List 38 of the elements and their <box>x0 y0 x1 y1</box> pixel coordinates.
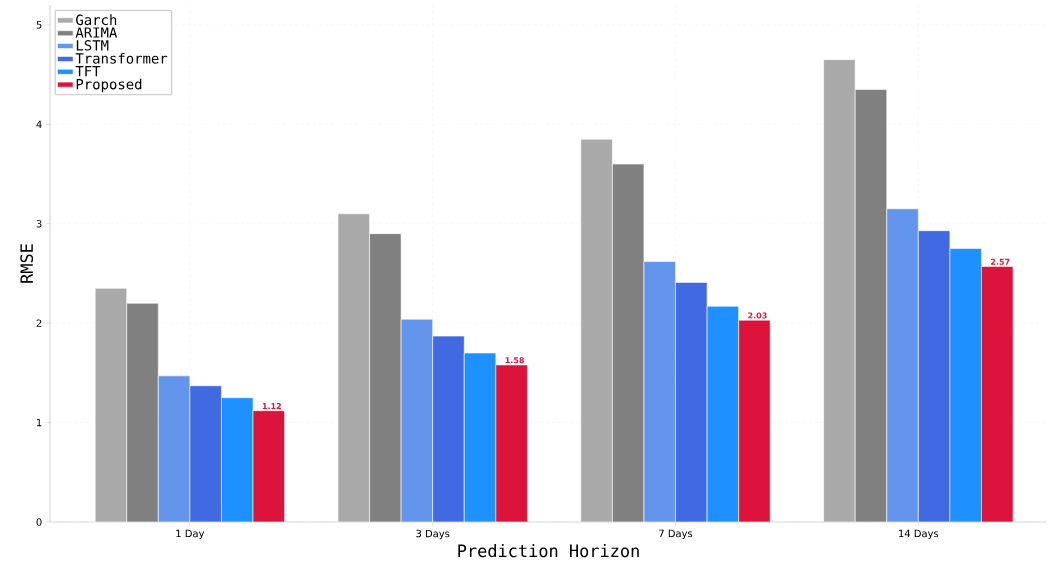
x-tick-label: 7 Days <box>659 529 693 540</box>
bar <box>369 233 402 522</box>
bar <box>981 266 1014 522</box>
legend-label: Garch <box>76 14 117 26</box>
legend-label: TFT <box>75 65 101 77</box>
bar <box>918 230 951 522</box>
bar <box>738 319 771 522</box>
bar <box>94 288 128 522</box>
bar <box>495 364 528 522</box>
bar <box>854 89 888 522</box>
y-tick-label: 2 <box>36 319 42 327</box>
x-axis-title: Prediction Horizon <box>458 544 639 558</box>
bar <box>612 163 645 522</box>
bar <box>886 208 919 522</box>
y-tick-label: 0 <box>36 518 42 526</box>
x-tick-label: 1 Day <box>176 529 205 540</box>
y-axis-title: RMSE <box>20 244 34 283</box>
y-tick-label: 3 <box>36 219 42 228</box>
legend-label: ARIMA <box>75 27 118 38</box>
bar <box>432 335 465 522</box>
bar <box>643 261 676 522</box>
bar <box>675 282 708 522</box>
x-tick-label: 3 Days <box>416 529 450 540</box>
bar <box>126 302 159 522</box>
bar <box>823 59 856 522</box>
x-tick-label: 14 Days <box>899 529 939 540</box>
bar <box>337 213 370 522</box>
y-tick-label: 4 <box>36 120 42 128</box>
legend-label: Proposed <box>76 78 142 93</box>
y-tick-label: 1 <box>36 418 42 427</box>
y-tick-label: 5 <box>36 21 42 29</box>
legend-label: LSTM <box>76 40 109 51</box>
bar <box>158 375 191 522</box>
bar <box>580 138 613 522</box>
bar <box>189 385 222 522</box>
bar <box>400 318 433 522</box>
legend-label: Transformer <box>75 52 168 64</box>
bar <box>252 410 285 522</box>
